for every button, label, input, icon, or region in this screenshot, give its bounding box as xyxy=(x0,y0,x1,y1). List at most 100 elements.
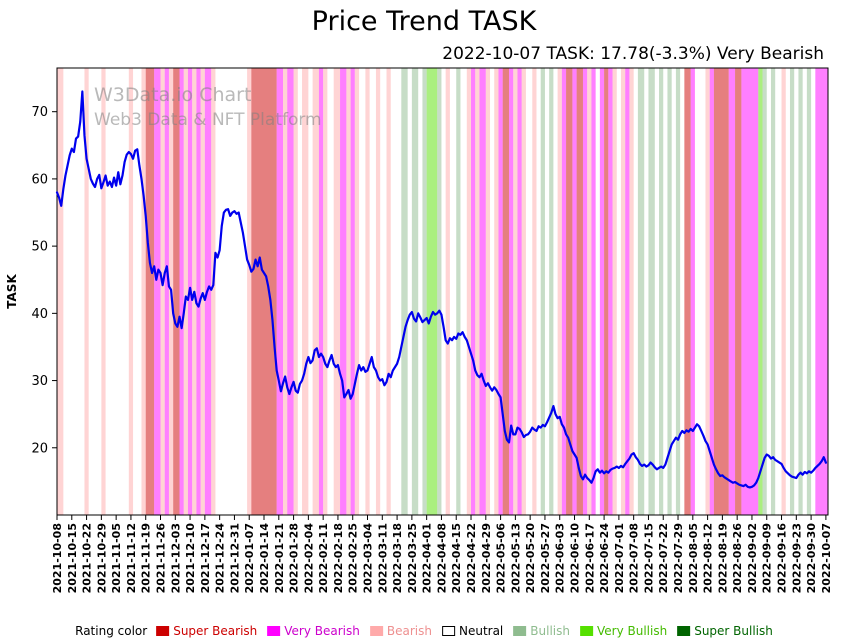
x-tick-label: 2022-09-23 xyxy=(790,523,803,593)
y-tick-label: 50 xyxy=(31,240,48,255)
rating-band-bearish xyxy=(485,68,491,515)
rating-band-very_bearish xyxy=(625,68,630,515)
x-tick-label: 2022-01-07 xyxy=(243,523,256,593)
rating-band-bullish xyxy=(437,68,442,515)
rating-band-very_bearish xyxy=(479,68,486,515)
x-axis: 2021-10-08 2021-10-15 2021-10-22 2021-10-29… xyxy=(51,515,833,593)
rating-band-bearish xyxy=(200,68,205,515)
rating-band-bearish xyxy=(513,68,518,515)
rating-band-bearish xyxy=(620,68,626,515)
x-tick-label: 2022-07-29 xyxy=(672,523,685,593)
x-tick-label: 2022-04-29 xyxy=(480,523,493,593)
legend-item-super-bearish: Super Bearish xyxy=(156,624,257,638)
rating-band-very_bearish xyxy=(815,68,828,515)
x-tick-label: 2021-12-03 xyxy=(169,523,182,593)
y-tick-label: 40 xyxy=(31,307,48,322)
rating-band-very_bearish xyxy=(276,68,284,515)
rating-band-bearish xyxy=(386,68,391,515)
x-tick-label: 2022-03-18 xyxy=(391,523,404,593)
rating-band-bearish xyxy=(587,68,592,515)
rating-band-bullish xyxy=(648,68,655,515)
legend-swatch-super-bearish xyxy=(156,626,170,636)
x-tick-label: 2022-02-11 xyxy=(317,523,330,593)
legend-swatch-very-bearish xyxy=(267,626,281,636)
y-tick-label: 60 xyxy=(31,172,48,187)
x-tick-label: 2022-01-28 xyxy=(288,523,301,593)
x-tick-label: 2021-12-17 xyxy=(199,523,212,593)
rating-color-legend: Rating color Super Bearish Very Bearish Be… xyxy=(75,624,773,638)
rating-band-bearish xyxy=(445,68,450,515)
legend-swatch-very-bullish xyxy=(579,626,593,636)
x-tick-label: 2022-08-12 xyxy=(702,523,715,593)
rating-band-super_bearish xyxy=(684,68,691,515)
x-tick-label: 2022-06-03 xyxy=(554,523,567,593)
x-tick-label: 2022-05-27 xyxy=(539,523,552,593)
rating-band-bearish xyxy=(781,68,786,515)
x-tick-label: 2022-09-02 xyxy=(746,523,759,593)
rating-band-bullish xyxy=(806,68,812,515)
rating-band-very_bearish xyxy=(471,68,476,515)
rating-band-bearish xyxy=(612,68,617,515)
x-tick-label: 2022-07-15 xyxy=(642,523,655,593)
legend-item-very-bullish: Very Bullish xyxy=(579,624,668,638)
rating-band-bearish xyxy=(375,68,381,515)
rating-band-bearish xyxy=(57,68,64,515)
x-tick-label: 2022-01-21 xyxy=(273,523,286,593)
legend-label-super-bearish: Super Bearish xyxy=(173,624,258,638)
rating-band-super_bearish xyxy=(735,68,742,515)
x-tick-label: 2022-05-06 xyxy=(495,523,508,594)
rating-band-bearish xyxy=(521,68,526,515)
rating-band-very_bearish xyxy=(709,68,714,515)
rating-band-bearish xyxy=(494,68,499,515)
rating-band-very_bearish xyxy=(690,68,695,515)
rating-band-very_bearish xyxy=(517,68,522,515)
legend-label-very-bearish: Very Bearish xyxy=(284,624,360,638)
rating-band-bearish xyxy=(557,68,562,515)
x-tick-label: 2021-12-10 xyxy=(184,523,197,594)
legend-label-bearish: Bearish xyxy=(386,624,432,638)
rating-band-bearish xyxy=(365,68,370,515)
x-tick-label: 2022-04-01 xyxy=(421,523,434,593)
legend-label-very-bullish: Very Bullish xyxy=(596,624,668,638)
plot-border xyxy=(56,67,829,516)
x-tick-label: 2021-12-24 xyxy=(214,523,227,594)
rating-band-very_bearish xyxy=(728,68,736,515)
rating-band-bullish xyxy=(789,68,795,515)
rating-band-bearish xyxy=(293,68,298,515)
rating-band-very_bearish xyxy=(350,68,355,515)
legend-title: Rating color xyxy=(75,624,148,638)
rating-band-bearish xyxy=(705,68,710,515)
x-tick-label: 2021-10-08 xyxy=(51,523,64,593)
rating-band-very_bearish xyxy=(287,68,294,515)
x-tick-label: 2022-02-04 xyxy=(302,523,315,594)
rating-band-very_bearish xyxy=(318,68,324,515)
rating-band-bearish xyxy=(629,68,634,515)
legend-item-very-bearish: Very Bearish xyxy=(267,624,360,638)
legend-item-bullish: Bullish xyxy=(513,624,570,638)
x-tick-label: 2022-04-22 xyxy=(465,523,478,593)
rating-band-bearish xyxy=(466,68,472,515)
x-tick-label: 2022-07-08 xyxy=(628,523,641,593)
x-tick-label: 2022-08-05 xyxy=(687,523,700,593)
x-tick-label: 2022-04-08 xyxy=(435,523,448,593)
x-tick-label: 2021-12-31 xyxy=(228,523,241,593)
rating-band-bearish xyxy=(312,68,319,515)
x-tick-label: 2021-10-29 xyxy=(95,523,108,593)
rating-band-bearish xyxy=(354,68,360,515)
x-tick-label: 2022-06-10 xyxy=(569,523,582,594)
rating-band-very_bearish xyxy=(340,68,347,515)
x-tick-label: 2022-06-17 xyxy=(583,523,596,593)
x-tick-label: 2021-11-12 xyxy=(125,523,138,593)
y-axis-label: TASK xyxy=(5,274,19,309)
rating-band-very_bullish xyxy=(758,68,763,515)
rating-band-very_bearish xyxy=(498,68,503,515)
legend-label-neutral: Neutral xyxy=(458,624,504,638)
x-tick-label: 2022-03-04 xyxy=(362,523,375,594)
rating-band-bearish xyxy=(84,68,89,515)
rating-band-super_bearish xyxy=(251,68,277,515)
rating-band-super_bearish xyxy=(173,68,180,515)
rating-band-bearish xyxy=(211,68,216,515)
x-tick-label: 2022-08-26 xyxy=(731,523,744,594)
rating-band-very_bearish xyxy=(582,68,588,515)
rating-band-very_bearish xyxy=(509,68,514,515)
